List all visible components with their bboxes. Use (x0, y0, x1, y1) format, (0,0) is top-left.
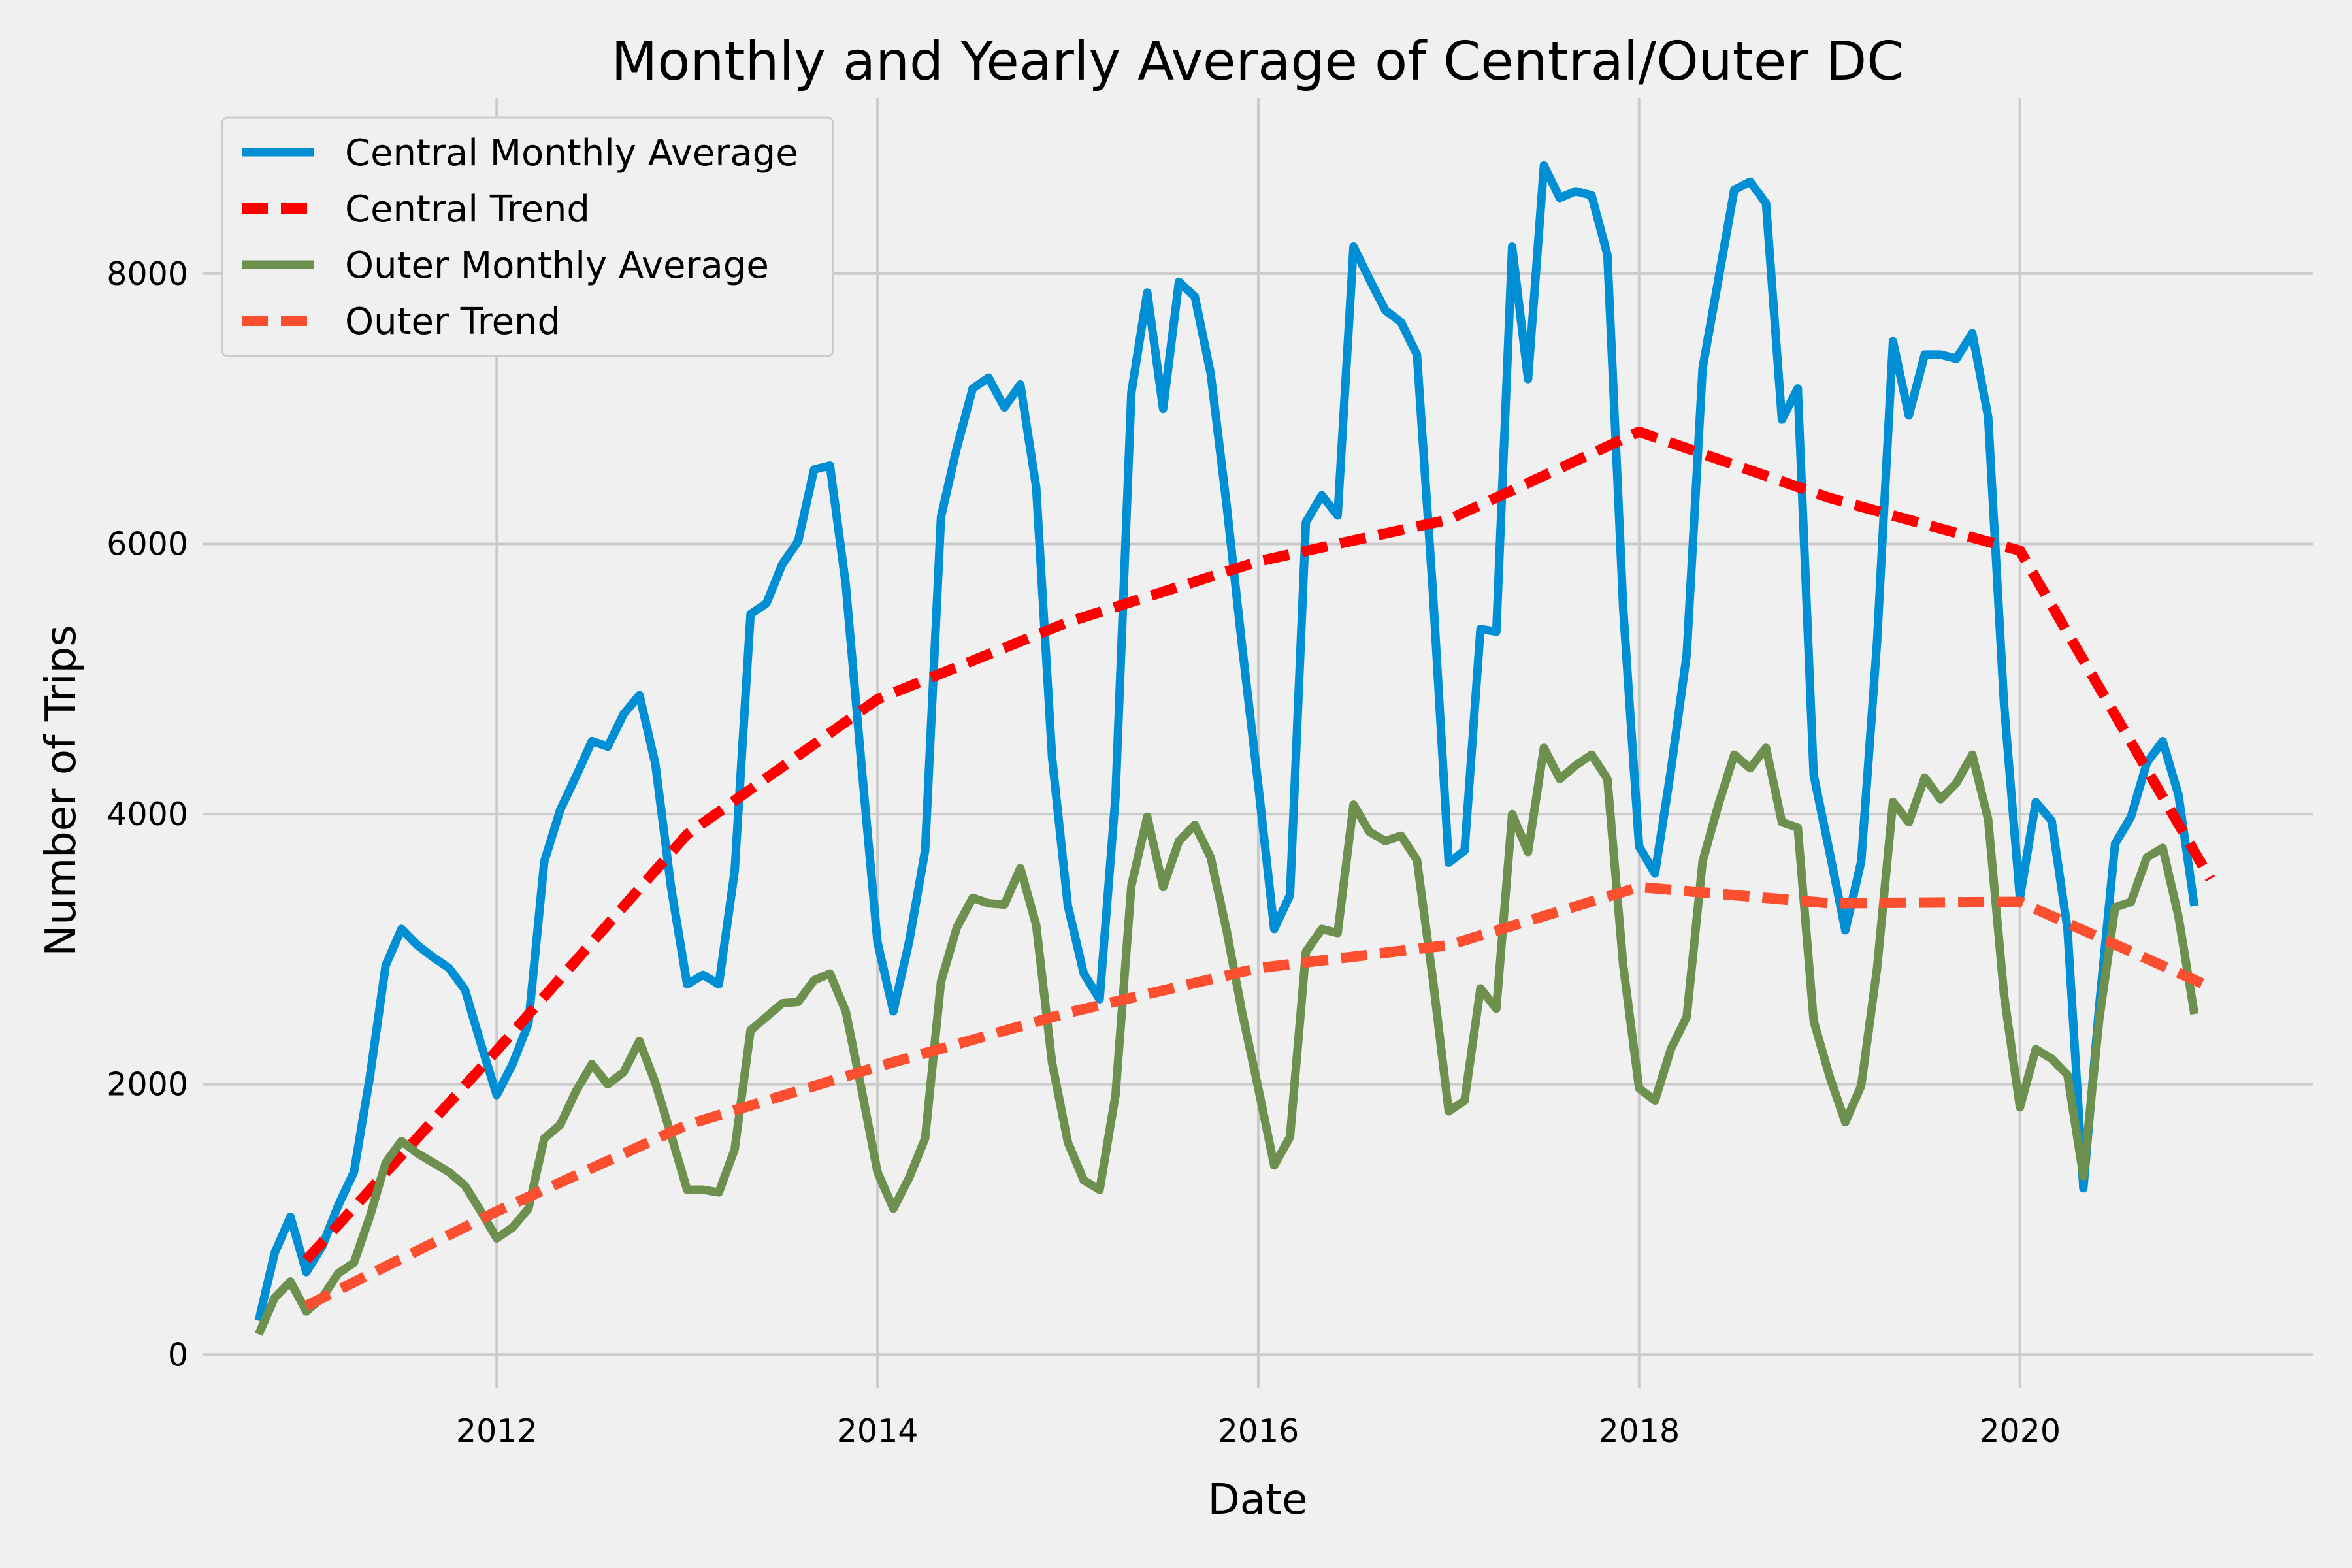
series-line-outer-monthly (255, 743, 2199, 1336)
legend-box (221, 116, 834, 357)
y-tick-label: 0 (168, 1336, 188, 1373)
legend-label-central-monthly: Central Monthly Average (345, 132, 798, 174)
x-tick-label: 2014 (837, 1413, 919, 1450)
x-tick-label: 2016 (1218, 1413, 1299, 1450)
x-tick-label: 2018 (1598, 1413, 1680, 1450)
series-line-central-trend (302, 426, 2215, 1264)
y-tick-label: 8000 (106, 255, 188, 293)
legend-label-outer-monthly: Outer Monthly Average (345, 244, 769, 287)
legend-label-outer-trend: Outer Trend (345, 301, 561, 343)
y-tick-label: 4000 (106, 796, 188, 833)
series-line-central-monthly (254, 161, 2199, 1322)
x-tick-label: 2012 (456, 1413, 538, 1450)
legend-label-central-trend: Central Trend (345, 188, 590, 231)
x-tick-label: 2020 (1979, 1413, 2061, 1450)
x-axis-label: Date (1208, 1476, 1308, 1524)
y-tick-label: 2000 (106, 1066, 188, 1103)
series-line-outer-trend (304, 881, 2213, 1311)
y-tick-label: 6000 (106, 525, 188, 563)
chart-title: Monthly and Yearly Average of Central/Ou… (611, 31, 1904, 93)
y-axis-label: Number of Trips (37, 625, 86, 956)
plot-area: 0 2000 4000 6000 8000 2012 2014 2016 2018 2020 (106, 98, 2313, 1450)
legend: Central Monthly Average Central Trend Oute… (221, 116, 834, 357)
